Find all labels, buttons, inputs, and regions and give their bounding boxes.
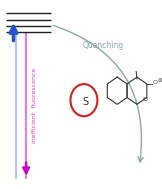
Text: inefficient  fluorescence: inefficient fluorescence [32, 68, 37, 143]
Text: S: S [82, 97, 89, 107]
Text: O: O [152, 81, 157, 85]
FancyArrowPatch shape [53, 26, 143, 162]
Text: Quenching: Quenching [82, 41, 124, 50]
Text: ⊖: ⊖ [157, 78, 162, 83]
Text: O: O [143, 97, 148, 102]
